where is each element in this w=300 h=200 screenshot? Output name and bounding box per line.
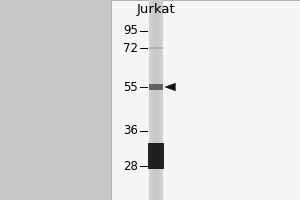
Bar [150,0,151,200]
Bar [159,0,160,200]
Bar [149,84,163,90]
Bar [111,0,300,200]
Bar [153,0,154,200]
Bar [158,0,159,200]
Text: 72: 72 [123,42,138,54]
Text: 36: 36 [123,124,138,138]
Bar [160,0,161,200]
Bar [161,0,162,200]
Text: 55: 55 [123,81,138,94]
Polygon shape [164,83,176,91]
Bar [156,0,157,200]
Bar [157,0,158,200]
Bar [162,0,163,200]
Bar [151,0,152,200]
Bar [157,0,158,200]
Text: 28: 28 [123,160,138,172]
Bar [149,47,163,49]
Bar [160,0,161,200]
Bar [149,0,150,200]
Bar [149,0,163,200]
Bar [154,0,155,200]
Bar [152,0,153,200]
Bar [148,143,164,169]
Text: Jurkat: Jurkat [136,2,176,16]
Text: 95: 95 [123,24,138,38]
Bar [155,0,156,200]
